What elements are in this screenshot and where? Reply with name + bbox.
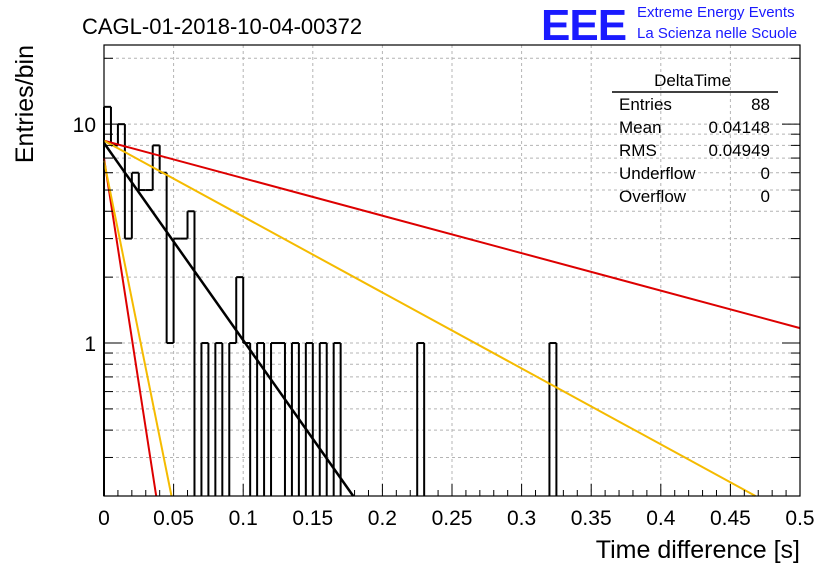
stats-row-value: 88 bbox=[751, 95, 770, 114]
stats-rows: Entries 88 Mean 0.04148 RMS 0.04949 Underflow 0… bbox=[619, 95, 770, 206]
stats-row-label: Entries bbox=[619, 95, 672, 114]
fit-lines bbox=[102, 139, 801, 497]
stats-row-label: Underflow bbox=[619, 164, 696, 183]
stats-row-value: 0.04949 bbox=[709, 141, 770, 160]
x-tick-label: 0.15 bbox=[292, 507, 333, 530]
fit-line bbox=[103, 157, 158, 497]
fit-line bbox=[103, 139, 801, 330]
x-tick-label: 0.3 bbox=[507, 507, 536, 530]
fit-line bbox=[103, 160, 173, 497]
y-axis-label: Entries/bin bbox=[11, 45, 39, 163]
axes: 0 0.05 0.1 0.15 0.2 0.25 0.3 0.35 0.4 0.45 0.5 1 10 bbox=[73, 44, 815, 530]
stats-row-value: 0 bbox=[761, 164, 770, 183]
y-tick-label: 1 bbox=[84, 333, 96, 356]
stats-row-value: 0 bbox=[761, 187, 770, 206]
x-tick-label: 0.45 bbox=[710, 507, 751, 530]
x-tick-label: 0.2 bbox=[368, 507, 397, 530]
x-tick-label: 0.1 bbox=[229, 507, 258, 530]
stats-title: DeltaTime bbox=[654, 71, 731, 90]
stats-row-label: RMS bbox=[619, 141, 657, 160]
fit-line bbox=[102, 142, 355, 497]
y-tick-label: 10 bbox=[73, 114, 96, 137]
stats-row-value: 0.04148 bbox=[709, 118, 770, 137]
x-tick-label: 0 bbox=[98, 507, 110, 530]
fit-line bbox=[103, 139, 756, 497]
chart-title: CAGL-01-2018-10-04-00372 bbox=[82, 14, 362, 39]
x-tick-label: 0.35 bbox=[571, 507, 612, 530]
eee-logo: EEE Extreme Energy Events La Scienza nel… bbox=[541, 1, 797, 50]
x-tick-label: 0.5 bbox=[785, 507, 814, 530]
eee-logo-line2: La Scienza nelle Scuole bbox=[637, 25, 797, 42]
stats-row-label: Overflow bbox=[619, 187, 687, 206]
eee-logo-mark: EEE bbox=[541, 1, 626, 50]
x-tick-label: 0.4 bbox=[646, 507, 676, 530]
x-tick-label: 0.25 bbox=[432, 507, 473, 530]
x-axis-label: Time difference [s] bbox=[596, 536, 800, 564]
eee-logo-line1: Extreme Energy Events bbox=[637, 4, 795, 21]
x-tick-label: 0.05 bbox=[153, 507, 194, 530]
stats-row-label: Mean bbox=[619, 118, 662, 137]
stats-box: DeltaTime Entries 88 Mean 0.04148 RMS 0.04949… bbox=[612, 71, 778, 206]
